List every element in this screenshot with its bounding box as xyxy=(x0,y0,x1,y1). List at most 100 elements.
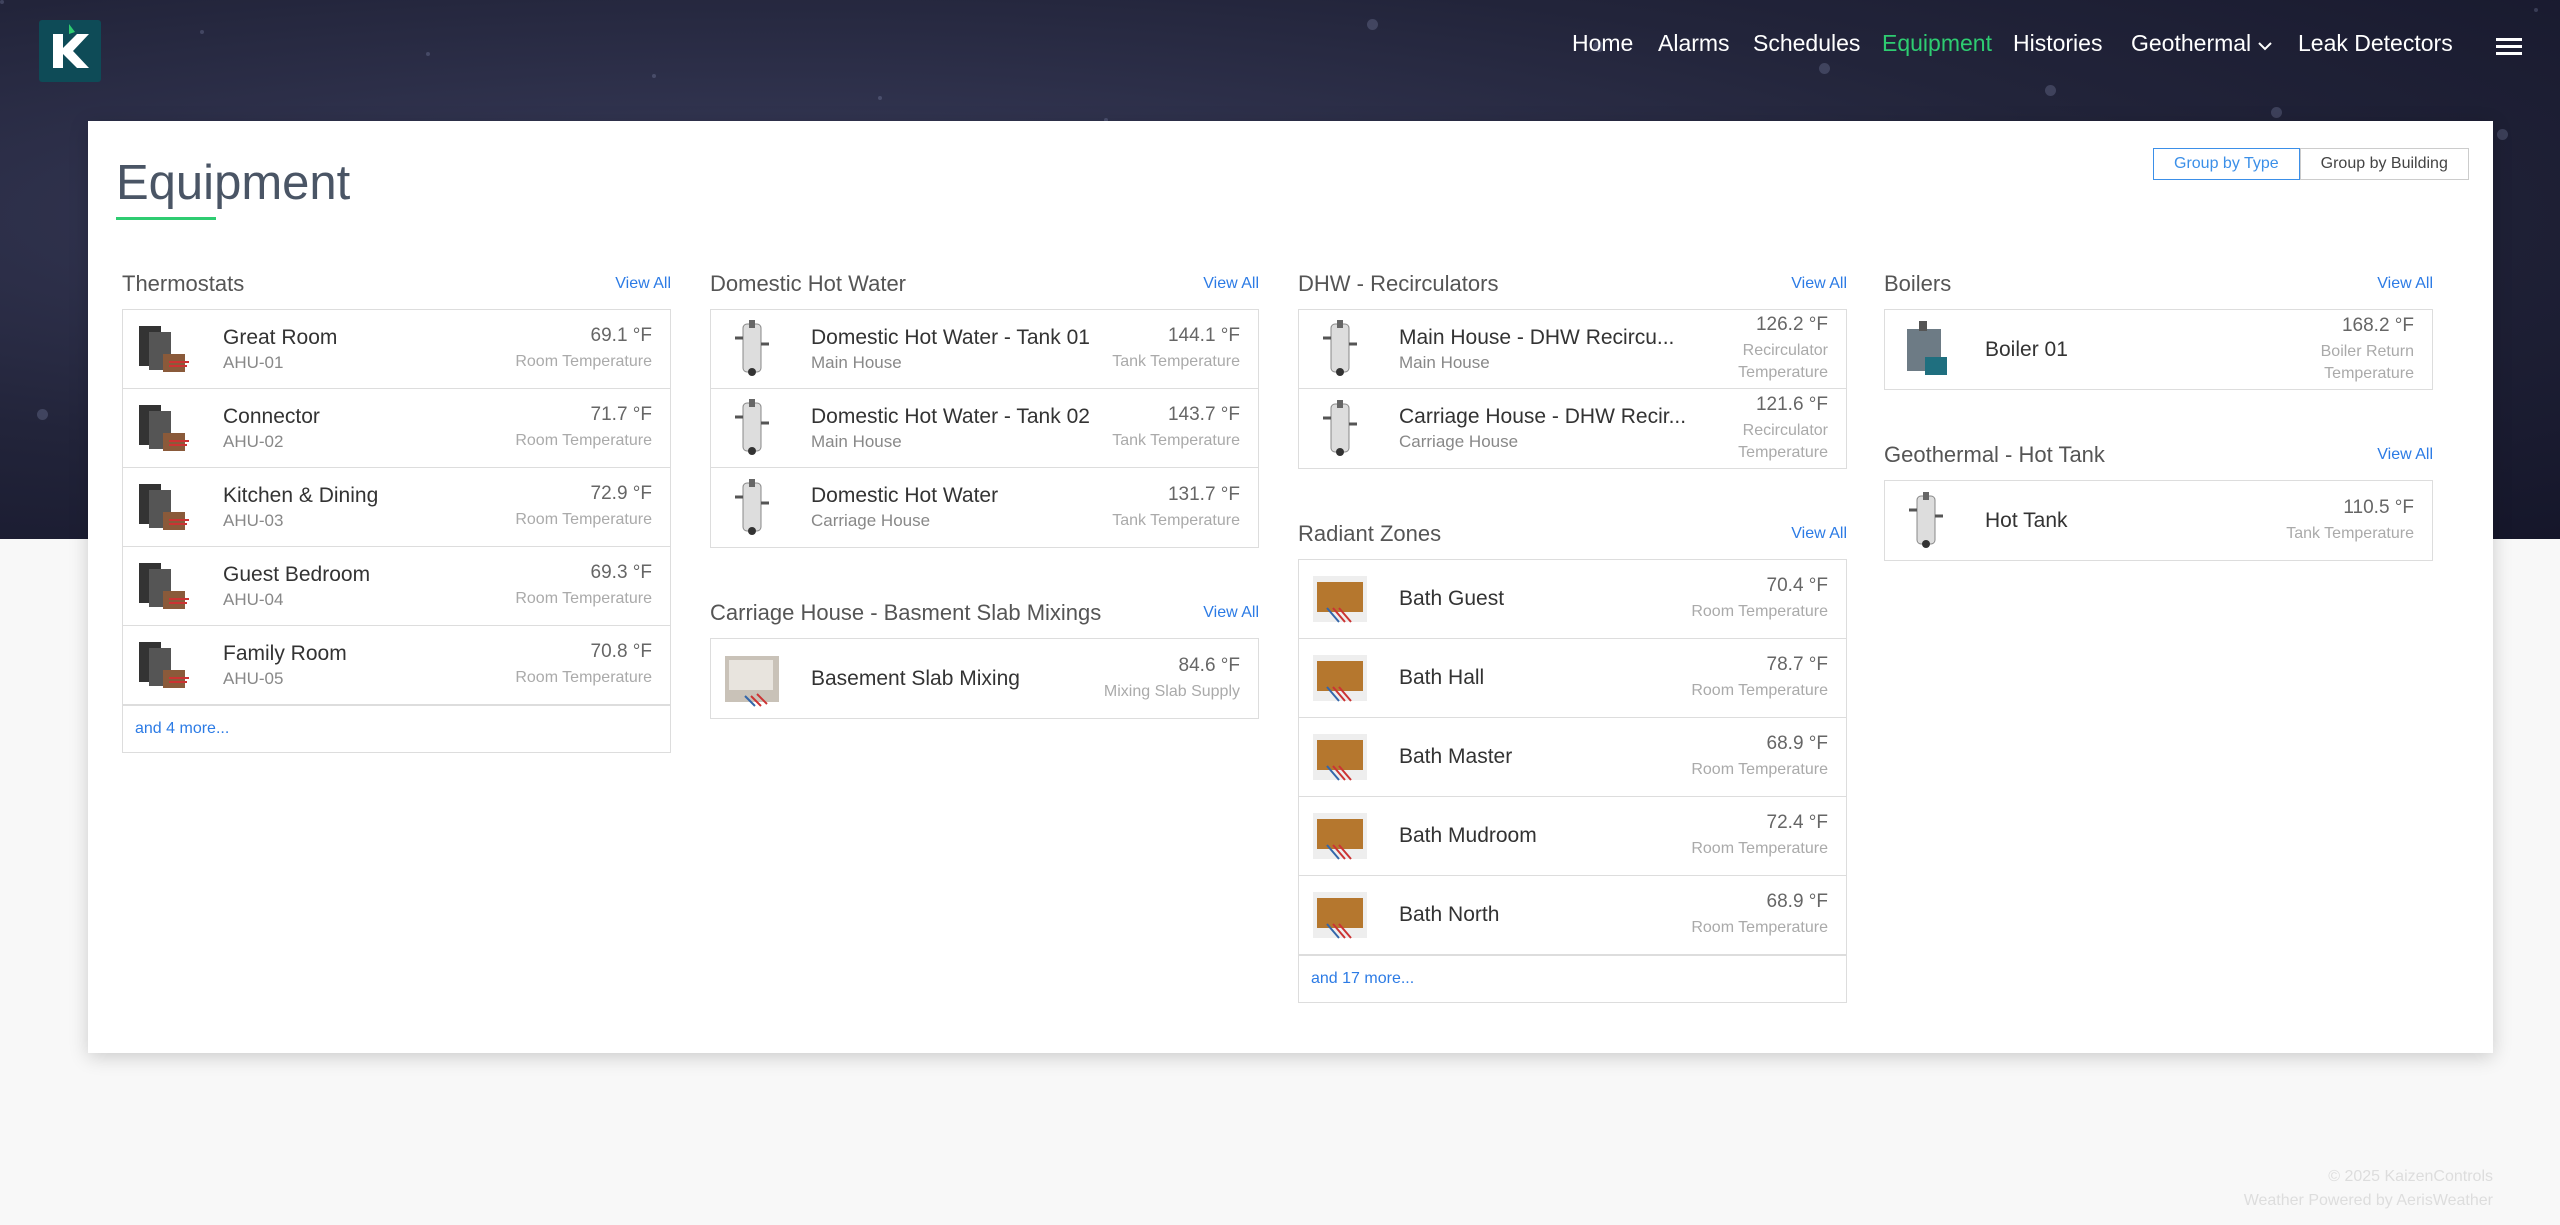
reading-label: Room Temperature xyxy=(515,590,652,607)
section-header: Geothermal - Hot Tank View All xyxy=(1884,442,2433,480)
reading-value: 126.2 °F xyxy=(1755,314,1828,335)
equipment-row[interactable]: Bath Mudroom 72.4 °F Room Temperature xyxy=(1299,797,1846,876)
equipment-reading: 69.1 °F Room Temperature xyxy=(515,325,652,373)
equipment-name: Bath Mudroom xyxy=(1399,824,1537,847)
section-title: DHW - Recirculators xyxy=(1298,271,1499,296)
column: Thermostats View All Great Room AHU-01 69.1 … xyxy=(122,271,671,805)
group-by-building-button[interactable]: Group by Building xyxy=(2299,148,2469,180)
equipment-reading: 84.6 °F Mixing Slab Supply xyxy=(1104,655,1240,703)
section-title: Domestic Hot Water xyxy=(710,271,907,296)
nav-item[interactable]: Schedules xyxy=(1753,30,1861,56)
equipment-row[interactable]: Domestic Hot Water Carriage House 131.7 °F… xyxy=(711,468,1258,547)
equipment-row[interactable]: Hot Tank 110.5 °F Tank Temperature xyxy=(1885,481,2432,560)
section-title: Geothermal - Hot Tank xyxy=(1884,442,2105,467)
column: Domestic Hot Water View All Domestic Hot W… xyxy=(710,271,1259,771)
reading-value: 168.2 °F xyxy=(2341,314,2414,336)
equipment-info: Carriage House - DHW Recir... Carriage Ho… xyxy=(1399,405,1686,452)
equipment-name: Boiler 01 xyxy=(1985,337,2068,361)
equipment-info: Bath North xyxy=(1399,903,1499,927)
reading-label: Tank Temperature xyxy=(1112,432,1240,449)
equipment-row[interactable]: Bath Master 68.9 °F Room Temperature xyxy=(1299,718,1846,797)
equipment-name: Kitchen & Dining xyxy=(223,483,379,507)
dropdown-caret xyxy=(2257,42,2272,51)
equipment-icon xyxy=(1909,491,1943,548)
nav-item[interactable]: Histories xyxy=(2013,30,2103,56)
equipment-info: Basement Slab Mixing xyxy=(811,667,1020,691)
equipment-reading: 68.9 °F Room Temperature xyxy=(1691,733,1828,781)
reading-value: 78.7 °F xyxy=(1766,654,1828,675)
equipment-icon xyxy=(1313,655,1367,702)
reading-label: Recirculator Temperature xyxy=(1738,421,1828,461)
nav-item[interactable]: Home xyxy=(1572,30,1634,56)
nav-item[interactable]: Geothermal xyxy=(2131,30,2272,57)
equipment-name: Domestic Hot Water xyxy=(811,484,999,507)
equipment-reading: 78.7 °F Room Temperature xyxy=(1691,654,1828,702)
view-all-link[interactable]: View All xyxy=(2377,446,2433,463)
reading-value: 143.7 °F xyxy=(1167,404,1240,425)
equipment-location: AHU-02 xyxy=(223,431,284,451)
equipment-row[interactable]: Bath Hall 78.7 °F Room Temperature xyxy=(1299,639,1846,718)
equipment-location: Carriage House xyxy=(1399,432,1519,451)
equipment-reading: 143.7 °F Tank Temperature xyxy=(1112,404,1240,452)
equipment-row[interactable]: Boiler 01 168.2 °F Boiler Return Temperatu… xyxy=(1885,310,2432,389)
equipment-reading: 131.7 °F Tank Temperature xyxy=(1112,484,1240,532)
view-all-link[interactable]: View All xyxy=(1791,525,1847,542)
group-by-type-button[interactable]: Group by Type xyxy=(2153,148,2300,180)
reading-value: 68.9 °F xyxy=(1766,891,1828,912)
more-link[interactable]: and 4 more... xyxy=(123,705,670,752)
equipment-row[interactable]: Domestic Hot Water - Tank 01 Main House 14… xyxy=(711,310,1258,389)
more-link[interactable]: and 17 more... xyxy=(1299,955,1846,1002)
equipment-list: Great Room AHU-01 69.1 °F Room Temperature C… xyxy=(122,309,671,753)
equipment-info: Boiler 01 xyxy=(1985,338,2068,362)
equipment-row[interactable]: Family Room AHU-05 70.8 °F Room Temperature xyxy=(123,626,670,705)
copyright: © 2025 KaizenControls xyxy=(2328,1168,2493,1185)
reading-label: Tank Temperature xyxy=(2286,524,2414,542)
equipment-row[interactable]: Bath Guest 70.4 °F Room Temperature xyxy=(1299,560,1846,639)
section-title: Carriage House - Basment Slab Mixings xyxy=(710,600,1102,625)
title-underline xyxy=(116,217,216,220)
nav-item[interactable]: Leak Detectors xyxy=(2298,30,2453,56)
equipment-icon xyxy=(139,642,189,688)
equipment-row[interactable]: Kitchen & Dining AHU-03 72.9 °F Room Temper… xyxy=(123,468,670,547)
view-all-link[interactable]: View All xyxy=(1203,604,1259,621)
section-header: Radiant Zones View All xyxy=(1298,521,1847,559)
equipment-row[interactable]: Bath North 68.9 °F Room Temperature xyxy=(1299,876,1846,955)
equipment-info: Hot Tank xyxy=(1985,509,2068,533)
equipment-row[interactable]: Basement Slab Mixing 84.6 °F Mixing Slab S… xyxy=(711,639,1258,718)
equipment-reading: 144.1 °F Tank Temperature xyxy=(1112,325,1240,373)
equipment-row[interactable]: Domestic Hot Water - Tank 02 Main House 14… xyxy=(711,389,1258,468)
reading-label: Mixing Slab Supply xyxy=(1103,682,1240,700)
equipment-icon xyxy=(1313,734,1367,781)
equipment-icon xyxy=(735,478,769,535)
section-header: Carriage House - Basment Slab Mixings Vie… xyxy=(710,600,1259,638)
reading-value: 71.7 °F xyxy=(590,404,652,425)
equipment-row[interactable]: Carriage House - DHW Recir... Carriage Ho… xyxy=(1299,389,1846,468)
equipment-row[interactable]: Connector AHU-02 71.7 °F Room Temperature xyxy=(123,389,670,468)
equipment-name: Carriage House - DHW Recir... xyxy=(1399,405,1687,428)
nav-item[interactable]: Alarms xyxy=(1658,30,1730,56)
equipment-info: Bath Hall xyxy=(1399,666,1484,690)
section-title: Radiant Zones xyxy=(1298,521,1442,546)
equipment-info: Bath Guest xyxy=(1399,587,1504,611)
view-all-link[interactable]: View All xyxy=(1791,275,1847,292)
section-header: Thermostats View All xyxy=(122,271,671,309)
view-all-link[interactable]: View All xyxy=(2377,275,2433,292)
reading-label: Tank Temperature xyxy=(1112,353,1240,370)
view-all-link[interactable]: View All xyxy=(1203,275,1259,292)
reading-value: 69.1 °F xyxy=(590,325,652,346)
equipment-row[interactable]: Great Room AHU-01 69.1 °F Room Temperature xyxy=(123,310,670,389)
equipment-row[interactable]: Main House - DHW Recircu... Main House 126… xyxy=(1299,310,1846,389)
reading-value: 68.9 °F xyxy=(1766,733,1828,754)
view-all-link[interactable]: View All xyxy=(615,275,671,292)
equipment-info: Domestic Hot Water Carriage House xyxy=(811,484,998,531)
equipment-reading: 168.2 °F Boiler Return Temperature xyxy=(2264,315,2414,385)
equipment-name: Bath North xyxy=(1399,903,1500,926)
equipment-location: AHU-03 xyxy=(223,510,284,530)
menu-button[interactable] xyxy=(2496,36,2522,58)
logo[interactable] xyxy=(39,20,101,82)
equipment-row[interactable]: Guest Bedroom AHU-04 69.3 °F Room Temperatu… xyxy=(123,547,670,626)
section-title: Thermostats xyxy=(122,271,245,296)
nav-item[interactable]: Equipment xyxy=(1882,30,1992,56)
equipment-icon xyxy=(735,399,769,455)
equipment-reading: 126.2 °F Recirculator Temperature xyxy=(1678,314,1828,384)
